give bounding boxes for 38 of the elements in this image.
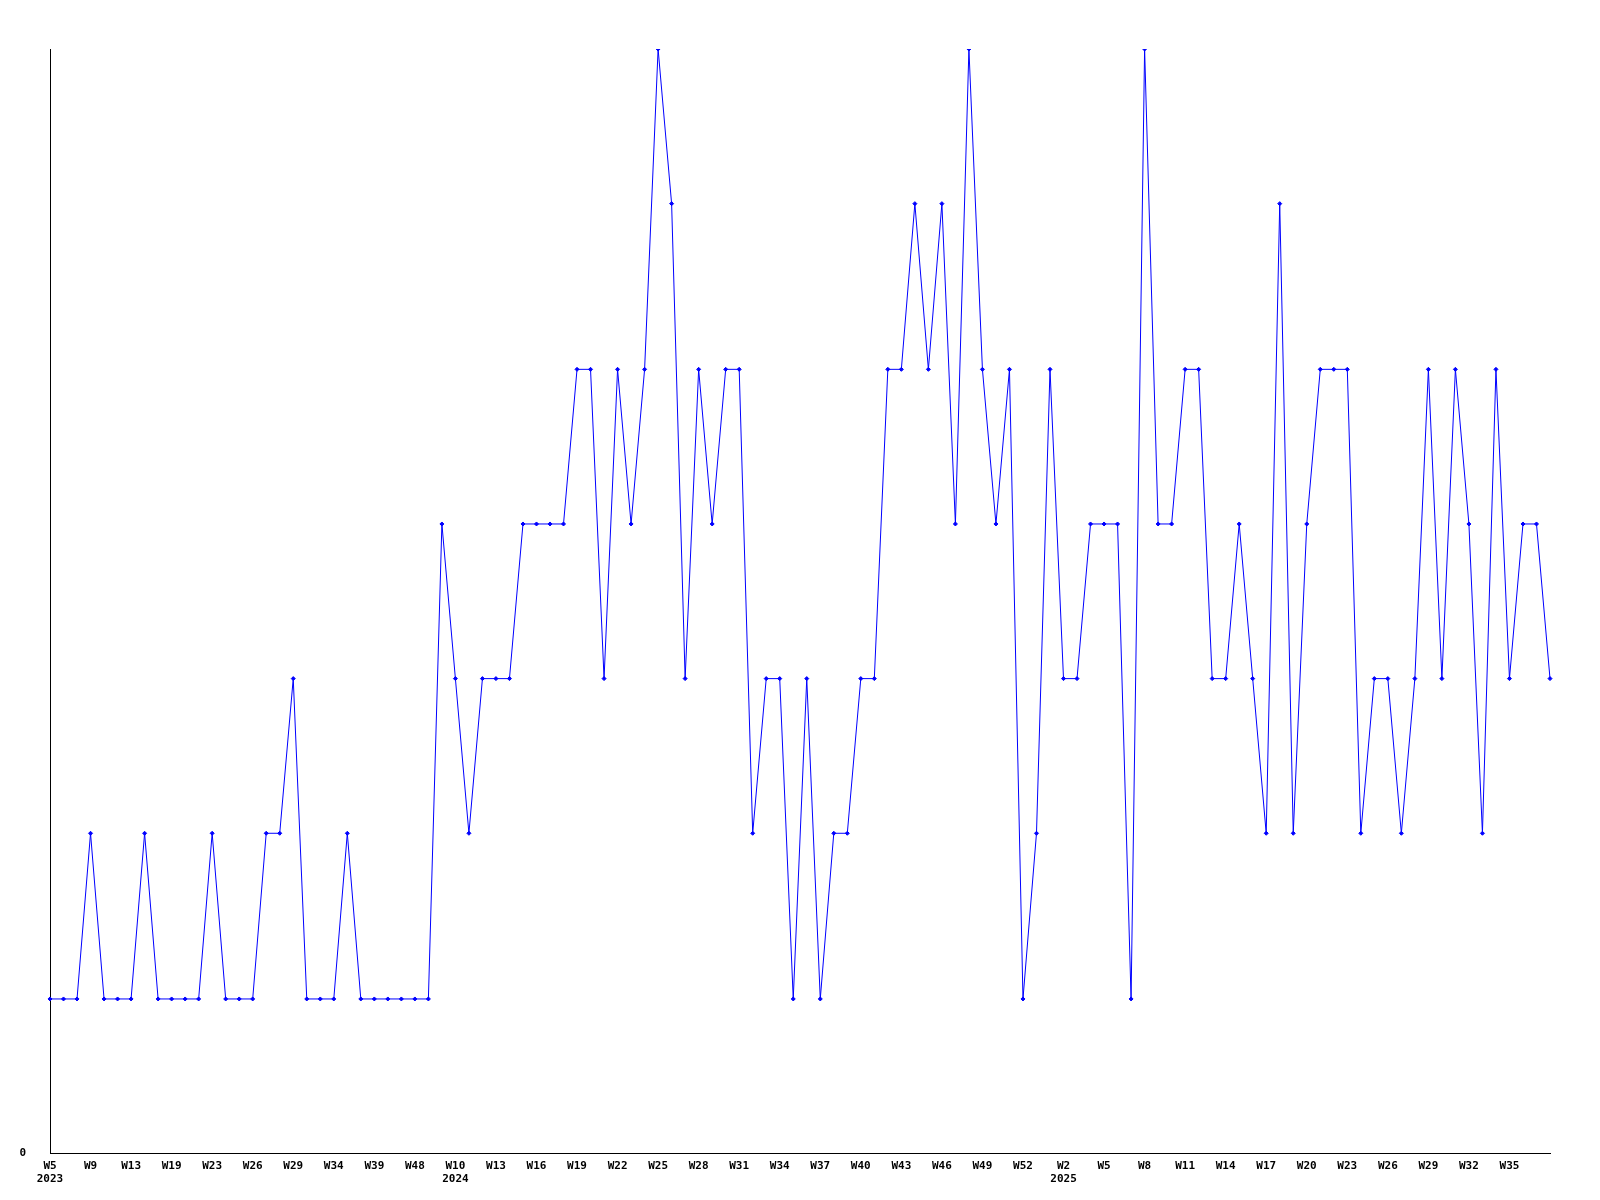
x-tick-label: W49 xyxy=(972,1159,993,1173)
x-tick-label: W43 xyxy=(891,1159,912,1173)
x-tick-label: W5 xyxy=(1097,1159,1111,1173)
x-tick-label: W40 xyxy=(850,1159,871,1173)
x-tick-label: W11 xyxy=(1175,1159,1196,1173)
x-tick-label: W17 xyxy=(1256,1159,1277,1173)
x-tick-label: W31 xyxy=(729,1159,750,1173)
x-tick-label: W23 xyxy=(202,1159,223,1173)
x-tick-label: W13 xyxy=(121,1159,142,1173)
x-tick-label: W8 xyxy=(1137,1159,1152,1173)
x-tick-label: W19 xyxy=(161,1159,182,1173)
x-tick-label: W35 xyxy=(1499,1159,1520,1173)
x-tick-label: W19 xyxy=(567,1159,587,1173)
x-tick-label: W14 xyxy=(1215,1159,1236,1173)
x-tick-label: W26 xyxy=(242,1159,264,1173)
x-tick-label: W22 xyxy=(607,1159,628,1173)
x-tick-label: W37 xyxy=(810,1159,831,1173)
x-tick-label: W52 xyxy=(1013,1159,1033,1173)
x-tick-label: W39 xyxy=(364,1159,385,1173)
x-tick-label: W25 xyxy=(648,1159,669,1173)
text: 0 xyxy=(19,1146,26,1160)
x-tick-label: W48 xyxy=(404,1159,425,1173)
x-tick-label: W29 xyxy=(1418,1159,1439,1173)
x-tick-label: W28 xyxy=(688,1159,709,1173)
x-tick-label: W13 xyxy=(486,1159,506,1173)
x-tick-label: W20 xyxy=(1296,1159,1317,1173)
x-tick-label: W5 2023 xyxy=(36,1159,64,1186)
x-tick-label: W23 xyxy=(1337,1159,1358,1173)
x-tick-label: W16 xyxy=(526,1159,547,1173)
x-tick-label: W10 2024 xyxy=(442,1159,470,1186)
x-tick-label: W34 xyxy=(769,1159,791,1173)
x-tick-label: W34 xyxy=(323,1159,345,1173)
x-tick-label: W46 xyxy=(931,1159,953,1173)
x-tick-label: W26 xyxy=(1377,1159,1399,1173)
x-tick-label: W29 xyxy=(283,1159,304,1173)
x-tick-label: W9 xyxy=(83,1159,98,1173)
x-tick-label: W2 2025 xyxy=(1050,1159,1077,1186)
x-tick-label: W32 xyxy=(1458,1159,1479,1173)
